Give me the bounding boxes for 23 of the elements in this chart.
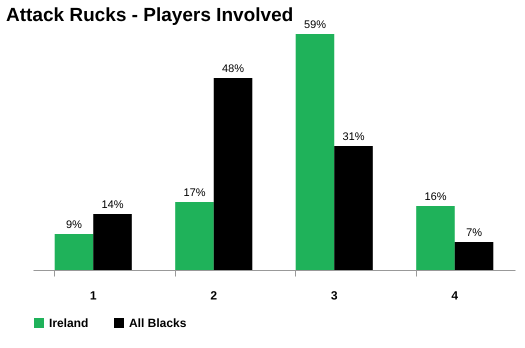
- data-label: 17%: [183, 187, 206, 199]
- data-label: 9%: [66, 219, 82, 231]
- bar: [296, 34, 334, 270]
- bar: [214, 78, 252, 270]
- data-label: 31%: [342, 131, 365, 143]
- bar: [175, 202, 214, 270]
- data-label: 7%: [466, 227, 482, 239]
- bar: [454, 242, 494, 270]
- legend-label: All Blacks: [129, 316, 187, 330]
- data-label: 59%: [304, 19, 326, 31]
- bar: [334, 146, 373, 270]
- x-tick-label: 3: [330, 288, 338, 302]
- x-tick-label: 1: [90, 288, 97, 302]
- bar: [93, 214, 132, 270]
- chart-title: Attack Rucks - Players Involved: [6, 5, 294, 26]
- bar: [416, 206, 455, 270]
- bar: [54, 234, 94, 270]
- legend-label: Ireland: [49, 316, 88, 330]
- x-tick-label: 4: [451, 288, 458, 302]
- x-tick-label: 2: [210, 288, 218, 302]
- data-label: 14%: [102, 199, 124, 211]
- data-label: 48%: [222, 63, 244, 75]
- data-label: 16%: [424, 191, 447, 203]
